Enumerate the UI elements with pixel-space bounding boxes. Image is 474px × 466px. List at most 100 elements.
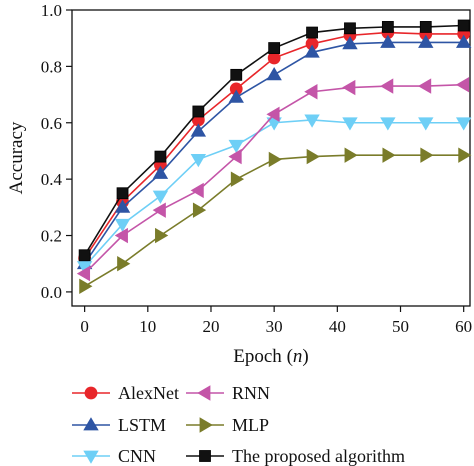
y-axis-ticks: 0.0 0.2 0.4 0.6 0.8 1.0 — [41, 1, 72, 302]
series-line-alexnet — [83, 31, 464, 259]
data-point-lstm — [342, 36, 358, 50]
data-point-lstm — [304, 44, 320, 58]
data-point-cnn — [455, 117, 472, 131]
data-point-rnn — [304, 84, 318, 100]
legend-item-cnn: CNN — [72, 446, 156, 466]
data-point-rnn — [266, 106, 280, 123]
data-point-mlp — [155, 227, 169, 244]
legend-label: CNN — [118, 446, 156, 466]
y-tick-label: 0.8 — [41, 57, 62, 76]
data-point-rnn — [417, 78, 432, 94]
data-point-cnn — [228, 139, 244, 154]
legend-item-lstm: LSTM — [72, 415, 166, 435]
data-point-lstm — [380, 34, 396, 48]
x-tick-label: 10 — [139, 317, 156, 336]
series-the-proposed-algorithm — [78, 19, 470, 262]
data-point-cnn — [114, 218, 131, 233]
legend-label: LSTM — [118, 415, 166, 435]
data-point-the-proposed-algorithm — [457, 19, 470, 32]
legend-label: AlexNet — [118, 383, 179, 403]
data-point-mlp — [306, 148, 320, 165]
legend-marker — [197, 385, 211, 401]
y-tick-label: 1.0 — [41, 1, 62, 20]
data-point-mlp — [268, 151, 282, 168]
data-point-rnn — [228, 148, 242, 165]
legend-marker — [83, 417, 99, 431]
data-point-cnn — [418, 117, 434, 131]
x-axis-ticks: 0 10 20 30 40 50 60 — [80, 306, 472, 336]
series-alexnet — [78, 26, 471, 265]
data-point-mlp — [79, 278, 93, 294]
y-tick-label: 0.6 — [41, 114, 62, 133]
data-point-mlp — [192, 202, 207, 218]
legend-item-mlp: MLP — [186, 415, 269, 435]
legend-marker — [84, 386, 98, 400]
data-point-lstm — [190, 123, 207, 137]
legend-label: MLP — [232, 415, 269, 435]
data-point-lstm — [152, 165, 169, 179]
legend-marker — [199, 417, 213, 433]
data-point-the-proposed-algorithm — [154, 150, 167, 163]
x-tick-label: 0 — [80, 317, 89, 336]
y-tick-label: 0.0 — [41, 283, 62, 302]
data-point-the-proposed-algorithm — [78, 249, 91, 262]
data-point-the-proposed-algorithm — [344, 22, 356, 35]
legend-item-rnn: RNN — [186, 383, 270, 403]
x-axis-title: Epoch (n) — [233, 346, 308, 367]
series-rnn — [76, 77, 470, 282]
x-tick-label: 50 — [392, 317, 409, 336]
data-point-lstm — [418, 34, 434, 48]
data-point-cnn — [380, 117, 396, 131]
y-tick-label: 0.4 — [41, 170, 63, 189]
series-cnn — [76, 114, 472, 275]
data-point-the-proposed-algorithm — [192, 105, 205, 118]
legend: AlexNet LSTM CNN RNN MLP The proposed algorit… — [72, 383, 405, 466]
data-point-mlp — [458, 147, 472, 163]
series-mlp — [79, 147, 472, 294]
data-point-lstm — [266, 67, 282, 81]
data-point-mlp — [230, 171, 245, 187]
legend-marker — [83, 450, 99, 464]
data-point-rnn — [342, 79, 356, 96]
data-point-lstm — [228, 89, 244, 103]
data-point-lstm — [114, 199, 131, 213]
data-point-lstm — [455, 34, 472, 48]
legend-label: The proposed algorithm — [232, 446, 405, 466]
data-point-cnn — [152, 190, 169, 204]
data-point-mlp — [382, 147, 396, 163]
data-point-cnn — [304, 114, 320, 128]
y-axis-title: Accuracy — [6, 121, 27, 194]
data-point-mlp — [117, 256, 131, 272]
data-point-the-proposed-algorithm — [419, 21, 432, 33]
data-point-rnn — [455, 77, 470, 93]
legend-label: RNN — [232, 383, 270, 403]
series-lstm — [76, 34, 472, 270]
data-point-rnn — [76, 265, 91, 282]
x-tick-label: 30 — [266, 317, 283, 336]
data-point-rnn — [190, 182, 204, 199]
axes: 0 10 20 30 40 50 60 0.0 0.2 0.4 0.6 0.8 1.0 Epoch (… — [6, 1, 472, 367]
x-tick-label: 20 — [202, 317, 219, 336]
data-point-rnn — [380, 78, 394, 94]
data-point-the-proposed-algorithm — [268, 42, 281, 54]
y-tick-label: 0.2 — [41, 227, 62, 246]
data-point-the-proposed-algorithm — [306, 26, 318, 39]
data-point-cnn — [190, 154, 207, 168]
legend-item-alexnet: AlexNet — [72, 383, 179, 403]
data-point-rnn — [152, 202, 166, 218]
data-point-cnn — [342, 117, 358, 131]
data-point-mlp — [420, 147, 434, 163]
legend-item-the-proposed-algorithm: The proposed algorithm — [186, 446, 405, 466]
x-tick-label: 60 — [455, 317, 472, 336]
data-point-the-proposed-algorithm — [381, 21, 394, 33]
data-point-the-proposed-algorithm — [116, 187, 129, 200]
x-tick-label: 40 — [329, 317, 346, 336]
series-line-cnn — [84, 119, 464, 268]
series-layer — [76, 19, 472, 294]
legend-marker — [199, 450, 211, 462]
data-point-mlp — [344, 147, 358, 163]
data-point-rnn — [114, 227, 128, 244]
plot-frame — [71, 9, 471, 307]
data-point-the-proposed-algorithm — [230, 68, 243, 81]
